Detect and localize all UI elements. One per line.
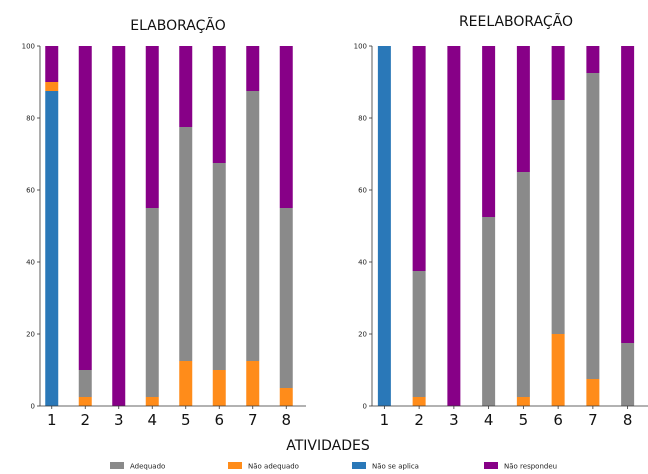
bar-segment xyxy=(621,343,635,406)
bar-segment xyxy=(78,370,92,397)
bar-segment xyxy=(482,217,496,406)
x-tick-label: 2 xyxy=(414,411,424,429)
bar-segment xyxy=(586,73,600,379)
panel-title: REELABORAÇÃO xyxy=(459,13,573,30)
legend-label: Adequado xyxy=(130,463,165,471)
bar-segment xyxy=(516,46,530,172)
y-tick-label: 0 xyxy=(31,403,35,411)
bar-segment xyxy=(78,46,92,370)
bar-segment xyxy=(145,46,159,208)
x-tick-label: 8 xyxy=(623,411,633,429)
legend-swatch xyxy=(110,462,124,469)
bar-segment xyxy=(212,370,226,406)
x-tick-label: 5 xyxy=(181,411,191,429)
x-tick-label: 1 xyxy=(380,411,390,429)
bar-segment xyxy=(412,271,426,397)
bar-segment xyxy=(279,208,293,388)
bar-segment xyxy=(586,379,600,406)
bar-segment xyxy=(412,397,426,406)
x-tick-label: 1 xyxy=(47,411,57,429)
bar-segment xyxy=(212,163,226,370)
bar-segment xyxy=(145,208,159,397)
bar-segment xyxy=(377,46,391,406)
bar-segment xyxy=(145,397,159,406)
x-tick-label: 5 xyxy=(519,411,529,429)
x-tick-label: 7 xyxy=(588,411,598,429)
panel-title: ELABORAÇÃO xyxy=(130,17,226,34)
bar-segment xyxy=(551,46,565,100)
y-tick-label: 0 xyxy=(363,403,367,411)
bar-segment xyxy=(279,46,293,208)
legend-label: Não adequado xyxy=(248,463,299,471)
bar-segment xyxy=(179,127,193,361)
y-tick-label: 80 xyxy=(26,115,35,123)
x-tick-label: 6 xyxy=(553,411,563,429)
bar-segment xyxy=(279,388,293,406)
x-tick-label: 6 xyxy=(214,411,224,429)
bar-segment xyxy=(516,172,530,397)
x-tick-label: 7 xyxy=(248,411,258,429)
y-tick-label: 60 xyxy=(358,187,367,195)
legend-label: Não se aplica xyxy=(372,463,419,471)
y-tick-label: 60 xyxy=(26,187,35,195)
y-tick-label: 20 xyxy=(26,331,35,339)
bar-segment xyxy=(45,46,59,82)
bar-segment xyxy=(551,334,565,406)
x-tick-label: 4 xyxy=(147,411,157,429)
bar-segment xyxy=(412,46,426,271)
y-tick-label: 40 xyxy=(26,259,35,267)
bar-segment xyxy=(246,91,260,361)
x-tick-label: 3 xyxy=(114,411,124,429)
bar-segment xyxy=(586,46,600,73)
bar-segment xyxy=(482,46,496,217)
bar-segment xyxy=(112,46,126,406)
y-tick-label: 100 xyxy=(22,43,35,51)
y-tick-label: 80 xyxy=(358,115,367,123)
bar-segment xyxy=(551,100,565,334)
x-axis-label: ATIVIDADES xyxy=(286,438,370,454)
x-tick-label: 4 xyxy=(484,411,494,429)
bar-segment xyxy=(516,397,530,406)
bar-segment xyxy=(179,361,193,406)
legend-label: Não respondeu xyxy=(504,463,557,471)
bar-segment xyxy=(246,46,260,91)
bar-segment xyxy=(212,46,226,163)
bar-segment xyxy=(621,46,635,343)
bar-segment xyxy=(78,397,92,406)
legend-swatch xyxy=(228,462,242,469)
bar-segment xyxy=(45,91,59,406)
legend-swatch xyxy=(484,462,498,469)
x-tick-label: 3 xyxy=(449,411,459,429)
x-tick-label: 2 xyxy=(80,411,90,429)
bar-segment xyxy=(447,46,461,406)
bar-segment xyxy=(179,46,193,127)
bar-segment xyxy=(45,82,59,91)
y-tick-label: 40 xyxy=(358,259,367,267)
x-tick-label: 8 xyxy=(281,411,291,429)
y-tick-label: 20 xyxy=(358,331,367,339)
legend-swatch xyxy=(352,462,366,469)
bar-segment xyxy=(246,361,260,406)
y-tick-label: 100 xyxy=(354,43,367,51)
